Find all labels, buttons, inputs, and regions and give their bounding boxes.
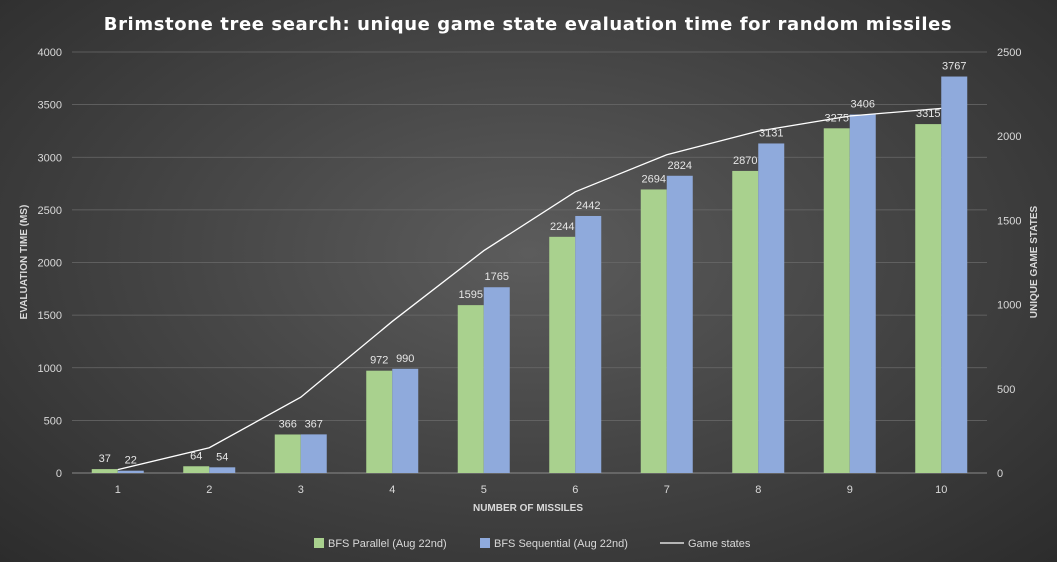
x-tick-label: 6 [572, 484, 578, 496]
bar-sequential [941, 76, 968, 473]
bar-parallel [91, 469, 118, 473]
legend-label-game-states: Game states [688, 538, 751, 550]
x-tick-label: 9 [847, 484, 853, 496]
y2-tick-label: 1000 [997, 300, 1021, 312]
bar-parallel [457, 305, 484, 473]
data-labels: 37 64 366 972 1595 2244 2694 2870 3275 3315 22 54 36… [99, 61, 967, 467]
y-tick-label: 2500 [38, 205, 62, 217]
bar-sequential [209, 467, 236, 473]
bar-sequential [849, 114, 876, 474]
data-label-sequential: 3131 [759, 127, 783, 139]
legend: BFS Parallel (Aug 22nd) BFS Sequential (A… [314, 538, 751, 550]
game-states-line [117, 107, 942, 471]
x-tick-label: 8 [755, 484, 761, 496]
data-label-parallel: 3315 [916, 108, 940, 120]
x-axis-ticks: 1 2 3 4 5 6 7 8 9 10 [115, 484, 948, 496]
data-label-parallel: 972 [370, 355, 388, 367]
bar-parallel [823, 128, 850, 473]
bar-parallel [366, 370, 393, 473]
y-tick-label: 3000 [38, 152, 62, 164]
y2-tick-label: 1500 [997, 215, 1021, 227]
x-tick-label: 7 [664, 484, 670, 496]
bar-parallel [915, 124, 942, 473]
data-label-sequential: 54 [216, 451, 228, 463]
data-label-parallel: 2244 [550, 221, 574, 233]
y-tick-label: 1500 [38, 310, 62, 322]
data-label-parallel: 64 [190, 450, 202, 462]
data-label-sequential: 990 [396, 353, 414, 365]
data-label-sequential: 2824 [668, 160, 692, 172]
bar-parallel [640, 189, 667, 474]
data-label-parallel: 366 [279, 418, 297, 430]
x-tick-label: 4 [389, 484, 395, 496]
bar-sequential [575, 215, 602, 474]
x-tick-label: 3 [298, 484, 304, 496]
x-axis-label: NUMBER OF MISSILES [473, 503, 583, 514]
y-tick-label: 2000 [38, 258, 62, 270]
y-tick-label: 4000 [38, 47, 62, 59]
y2-tick-label: 0 [997, 468, 1003, 480]
y-axis-label: EVALUATION TIME (MS) [19, 205, 30, 320]
data-label-sequential: 3406 [851, 99, 875, 111]
data-label-parallel: 2694 [642, 173, 666, 185]
bar-sequential [117, 470, 144, 473]
x-tick-label: 5 [481, 484, 487, 496]
bar-parallel [274, 434, 301, 473]
data-label-sequential: 3767 [942, 61, 966, 73]
y-tick-label: 3500 [38, 100, 62, 112]
bar-parallel [183, 466, 210, 473]
left-axis-ticks: 0 500 1000 1500 2000 2500 3000 3500 4000 [38, 47, 62, 480]
y-tick-label: 0 [56, 468, 62, 480]
y2-tick-label: 2500 [997, 47, 1021, 59]
x-tick-label: 10 [935, 484, 947, 496]
game-states-line-layer [117, 107, 942, 471]
data-label-parallel: 2870 [733, 155, 757, 167]
data-label-sequential: 367 [305, 418, 323, 430]
y2-tick-label: 500 [997, 384, 1015, 396]
y-tick-label: 1000 [38, 363, 62, 375]
x-tick-label: 2 [206, 484, 212, 496]
bar-sequential [758, 143, 785, 473]
bar-sequential [392, 368, 419, 473]
y2-axis-label: UNIQUE GAME STATES [1029, 205, 1040, 318]
data-label-sequential: 22 [125, 455, 137, 467]
bar-sequential [300, 434, 327, 473]
data-label-parallel: 37 [99, 453, 111, 465]
y2-tick-label: 2000 [997, 131, 1021, 143]
data-label-parallel: 1595 [459, 289, 483, 301]
bar-sequential [666, 175, 693, 474]
legend-label-parallel: BFS Parallel (Aug 22nd) [328, 538, 447, 550]
y-tick-label: 500 [44, 415, 62, 427]
bars [91, 76, 968, 474]
data-label-parallel: 3275 [825, 112, 849, 124]
bar-parallel [732, 170, 759, 473]
right-axis-ticks: 0 500 1000 1500 2000 2500 [997, 47, 1021, 480]
x-tick-label: 1 [115, 484, 121, 496]
legend-label-sequential: BFS Sequential (Aug 22nd) [494, 538, 628, 550]
data-label-sequential: 1765 [485, 271, 509, 283]
bar-sequential [483, 287, 510, 473]
data-label-sequential: 2442 [576, 200, 600, 212]
chart-title: Brimstone tree search: unique game state… [104, 14, 952, 35]
legend-swatch-sequential [480, 538, 490, 548]
bar-parallel [549, 236, 576, 473]
legend-swatch-parallel [314, 538, 324, 548]
